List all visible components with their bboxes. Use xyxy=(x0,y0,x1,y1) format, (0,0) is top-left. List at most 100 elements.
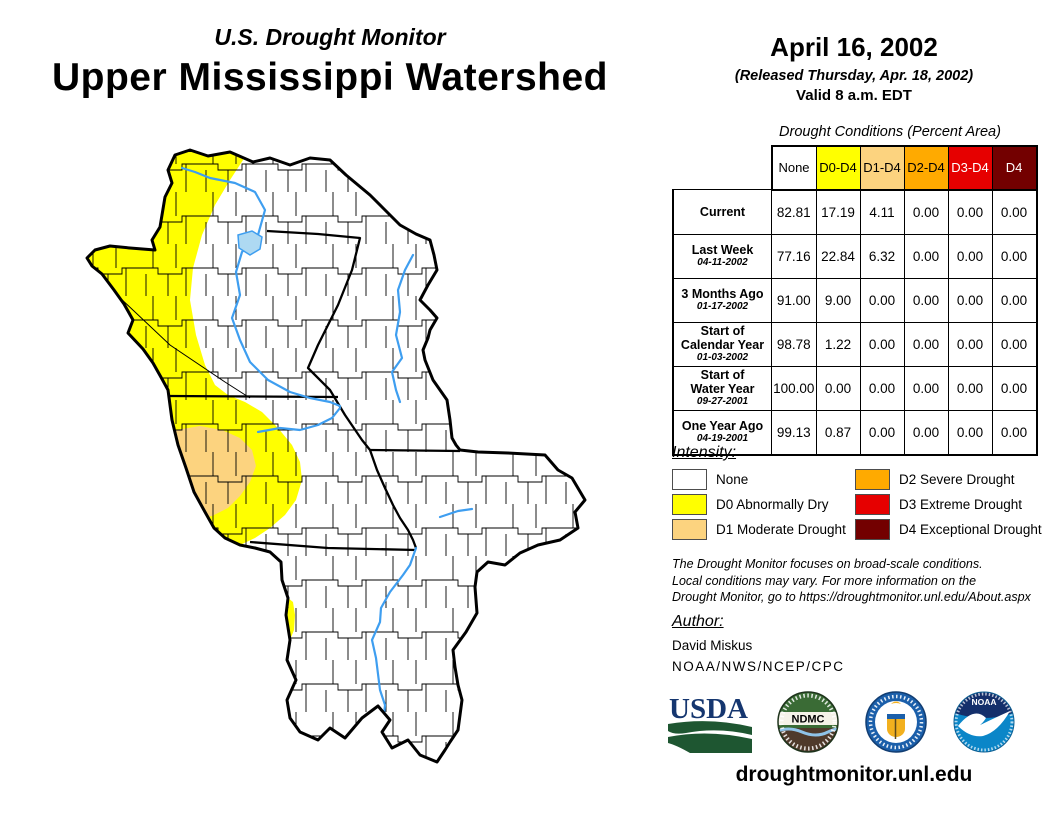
disclaimer-text: The Drought Monitor focuses on broad-sca… xyxy=(672,557,1031,604)
doc-ring-text xyxy=(868,694,924,750)
watershed-map xyxy=(85,148,587,764)
legend-title: Intensity: xyxy=(672,444,737,461)
table-cell: 0.00 xyxy=(991,233,1038,279)
mississippi-river-upper xyxy=(180,166,342,408)
map-date: April 16, 2002 xyxy=(770,32,938,62)
table-row: Start of Water Year 09-27-2001 100.00 0.… xyxy=(672,365,1038,411)
column-header-d4: D4 xyxy=(991,145,1038,191)
table-row: Start of Calendar Year 01-03-2002 98.78 … xyxy=(672,321,1038,367)
region-title: Upper Mississippi Watershed xyxy=(51,56,608,99)
table-cell: 0.00 xyxy=(947,365,993,411)
table-cell: 98.78 xyxy=(771,321,817,367)
ndmc-ring-text xyxy=(779,693,837,751)
table-cell: 0.00 xyxy=(991,321,1038,367)
table-cell: 17.19 xyxy=(815,189,861,235)
doc-seal-logo xyxy=(865,691,927,753)
table-cell: 0.00 xyxy=(903,365,949,411)
noaa-seagull xyxy=(958,711,1010,737)
date-block: April 16, 2002 (Released Thursday, Apr. … xyxy=(685,32,1023,104)
table-cell: 0.00 xyxy=(859,365,905,411)
column-header-d2-d4: D2-D4 xyxy=(903,145,949,191)
rock-river xyxy=(438,507,474,519)
table-cell: 0.00 xyxy=(947,409,993,456)
table-header-row: None D0-D4 D1-D4 D2-D4 D3-D4 D4 xyxy=(673,145,1038,191)
agency-logos: USDA NDMC xyxy=(668,690,1016,754)
ndmc-logo: NDMC xyxy=(777,691,839,753)
droughtmonitor-url[interactable]: droughtmonitor.unl.edu xyxy=(735,763,973,786)
county-grid xyxy=(87,150,585,762)
table-row-label: One Year Ago 04-19-2001 xyxy=(672,409,772,456)
author-block: Author: David Miskus NOAA/NWS/NCEP/CPC xyxy=(672,613,845,674)
usda-logo-text: USDA xyxy=(669,693,748,725)
wisconsin-river xyxy=(390,253,415,404)
table-title: Drought Conditions (Percent Area) xyxy=(779,124,1001,140)
program-title: U.S. Drought Monitor xyxy=(214,24,446,50)
legend-item-d3: D3 Extreme Drought xyxy=(855,494,1032,515)
drought-conditions-table: None D0-D4 D1-D4 D2-D4 D3-D4 D4 Current … xyxy=(672,145,1038,456)
table-cell: 77.16 xyxy=(771,233,817,279)
column-header-d1-d4: D1-D4 xyxy=(859,145,905,191)
table-cell: 0.00 xyxy=(947,277,993,323)
valid-time: Valid 8 a.m. EDT xyxy=(796,87,912,104)
doc-shield-chief xyxy=(887,714,905,719)
lake-mille-lacs xyxy=(237,230,263,256)
noaa-logo: NOAA xyxy=(953,691,1015,753)
table-cell: 99.13 xyxy=(771,409,817,456)
table-row: Current 82.81 17.19 4.11 0.00 0.00 0.00 xyxy=(672,189,1038,235)
table-cell: 0.00 xyxy=(991,365,1038,411)
table-cell: 0.00 xyxy=(903,189,949,235)
table-row: One Year Ago 04-19-2001 99.13 0.87 0.00 … xyxy=(672,409,1038,456)
table-cell: 0.00 xyxy=(991,409,1038,456)
author-title: Author: xyxy=(672,613,724,630)
table-cell: 0.00 xyxy=(903,321,949,367)
table-cell: 0.00 xyxy=(947,321,993,367)
watershed-outline xyxy=(85,148,587,764)
table-cell: 0.00 xyxy=(859,409,905,456)
legend-column-right: D2 Severe Drought D3 Extreme Drought D4 … xyxy=(855,469,1042,545)
table-cell: 0.00 xyxy=(991,189,1038,235)
d0-swatch xyxy=(672,494,707,515)
legend-item-d4: D4 Exceptional Drought xyxy=(855,519,1042,540)
state-borders xyxy=(169,229,461,552)
table-cell: 0.00 xyxy=(903,233,949,279)
table-cell: 0.00 xyxy=(903,409,949,456)
table-cell: 0.00 xyxy=(859,321,905,367)
legend-item-d2: D2 Severe Drought xyxy=(855,469,1032,490)
release-date: (Released Thursday, Apr. 18, 2002) xyxy=(734,68,974,84)
table-corner-cell xyxy=(673,146,772,190)
table-cell: 100.00 xyxy=(771,365,817,411)
table-row-label: Last Week 04-11-2002 xyxy=(672,233,772,279)
noaa-ring-text xyxy=(954,692,1014,752)
table-row-label: Start of Calendar Year 01-03-2002 xyxy=(672,321,772,367)
table-cell: 4.11 xyxy=(859,189,905,235)
noaa-logo-text: NOAA xyxy=(971,697,996,707)
column-header-d3-d4: D3-D4 xyxy=(947,145,993,191)
legend-item-none: None xyxy=(672,469,855,490)
table-cell: 6.32 xyxy=(859,233,905,279)
none-swatch xyxy=(672,469,707,490)
legend-item-d0: D0 Abnormally Dry xyxy=(672,494,855,515)
ndmc-logo-text: NDMC xyxy=(792,714,825,726)
ndmc-water-wave xyxy=(778,727,838,737)
legend-item-d1: D1 Moderate Drought xyxy=(672,519,855,540)
author-org: NOAA/NWS/NCEP/CPC xyxy=(672,659,845,674)
table-row-label: 3 Months Ago 01-17-2002 xyxy=(672,277,772,323)
d1-swatch xyxy=(672,519,707,540)
table-cell: 0.00 xyxy=(991,277,1038,323)
table-row-label: Start of Water Year 09-27-2001 xyxy=(672,365,772,411)
usda-swoosh-upper xyxy=(668,721,752,735)
table-cell: 1.22 xyxy=(815,321,861,367)
usda-swoosh-lower xyxy=(668,733,752,753)
column-header-none: None xyxy=(770,145,817,191)
table-cell: 0.00 xyxy=(947,189,993,235)
table-row: Last Week 04-11-2002 77.16 22.84 6.32 0.… xyxy=(672,233,1038,279)
d2-swatch xyxy=(855,469,890,490)
minnesota-river xyxy=(256,406,342,434)
d4-swatch xyxy=(855,519,890,540)
doc-eagle xyxy=(891,701,901,704)
table-cell: 0.00 xyxy=(859,277,905,323)
usda-logo: USDA xyxy=(668,693,752,753)
table-cell: 0.00 xyxy=(947,233,993,279)
d3-swatch xyxy=(855,494,890,515)
